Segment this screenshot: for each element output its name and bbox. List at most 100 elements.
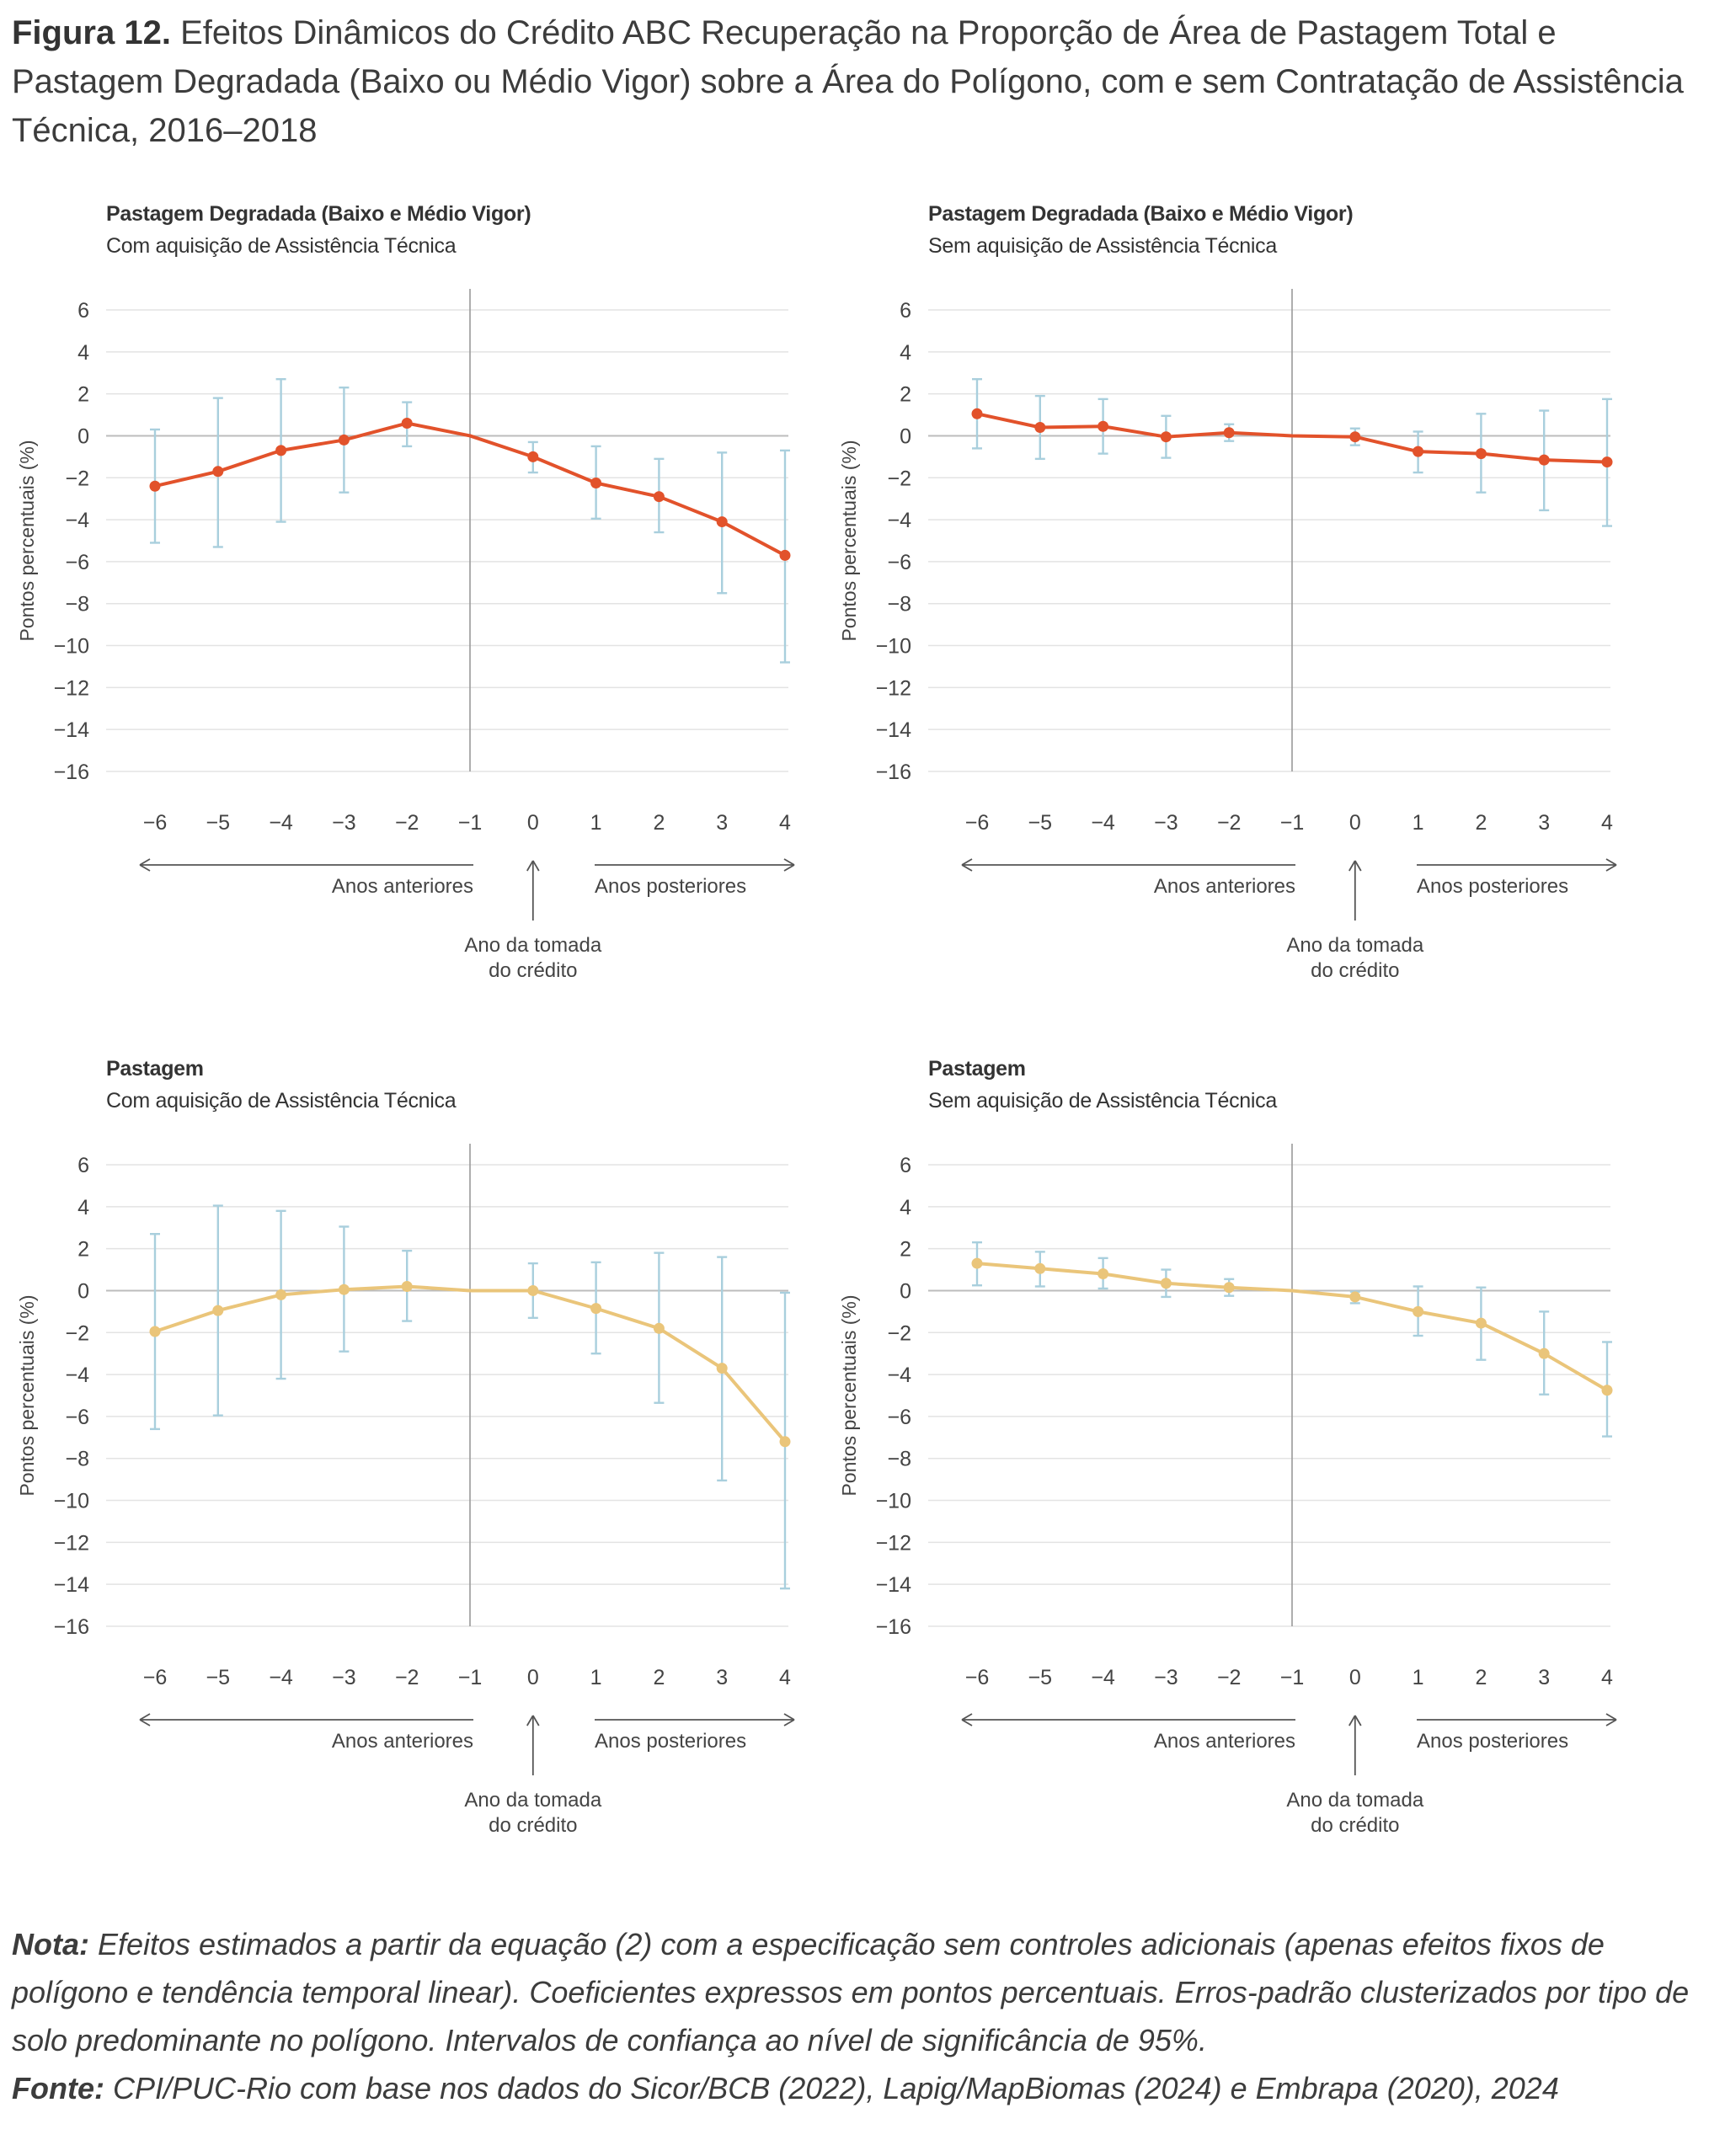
x-tick-label: −3 [1154, 811, 1178, 835]
chart-panel-degradada-sem: Pastagem Degradada (Baixo e Médio Vigor)… [822, 0, 1656, 982]
data-point [779, 549, 791, 561]
before-arrow-head [139, 858, 151, 872]
y-tick-label: 4 [900, 341, 911, 365]
y-tick-label: −10 [876, 1490, 911, 1513]
y-tick-label: −14 [54, 718, 90, 742]
x-tick-label: −4 [269, 1666, 293, 1689]
y-tick-label: −16 [54, 760, 89, 784]
x-tick-label: 4 [1601, 1666, 1613, 1689]
after-arrow-head [783, 1713, 795, 1726]
data-point [1475, 1317, 1487, 1329]
y-tick-label: −10 [54, 635, 89, 659]
y-tick-label: −16 [876, 760, 911, 784]
event-arrow-head [1349, 860, 1362, 872]
y-tick-label: 6 [900, 299, 911, 323]
x-tick-label: −1 [458, 811, 483, 835]
y-tick-label: −2 [65, 467, 89, 490]
x-tick-label: −4 [1091, 1666, 1115, 1689]
x-tick-label: −2 [395, 811, 419, 835]
after-arrow-head [1605, 1713, 1617, 1726]
data-point [1413, 1305, 1424, 1317]
y-tick-label: −8 [65, 593, 89, 616]
data-point [1097, 1268, 1109, 1280]
chart-subtitle: Com aquisição de Assistência Técnica [106, 234, 457, 258]
y-tick-label: 4 [77, 1196, 89, 1219]
y-tick-label: 6 [900, 1154, 911, 1177]
before-label: Anos anteriores [1154, 1730, 1295, 1753]
x-tick-label: −5 [1028, 1666, 1053, 1689]
x-tick-label: −4 [269, 811, 293, 835]
x-tick-label: 3 [716, 811, 728, 835]
after-arrow-head [783, 858, 795, 872]
note-label: Nota: [12, 1927, 89, 1961]
series-line [154, 421, 786, 558]
y-axis-label: Pontos percentuais (%) [838, 1294, 860, 1496]
event-label-line1: Ano da tomada [1286, 1789, 1423, 1812]
y-tick-label: 6 [77, 1154, 89, 1177]
x-tick-label: 0 [527, 1666, 539, 1689]
data-point [971, 1257, 983, 1269]
y-tick-label: 4 [77, 341, 89, 365]
data-point [653, 491, 665, 503]
data-point [401, 1280, 413, 1292]
y-tick-label: −6 [887, 1406, 911, 1429]
y-tick-label: −2 [887, 1321, 911, 1345]
x-tick-label: 0 [527, 811, 539, 835]
before-label: Anos anteriores [332, 1730, 473, 1753]
y-tick-label: −6 [65, 551, 89, 574]
data-point [716, 1363, 728, 1374]
data-point [149, 1326, 161, 1337]
x-tick-label: 0 [1349, 811, 1361, 835]
data-point [1223, 1282, 1235, 1294]
y-tick-label: −10 [876, 635, 911, 659]
y-tick-label: −4 [65, 509, 89, 532]
x-tick-label: −2 [1217, 811, 1242, 835]
figure-label: Figura 12. [12, 14, 171, 51]
chart-panel-pastagem-sem: Pastagem Sem aquisição de Assistência Té… [822, 855, 1656, 1837]
data-point [275, 445, 287, 456]
y-tick-label: 4 [900, 1196, 911, 1219]
data-point [1538, 454, 1550, 466]
x-tick-label: 1 [1413, 1666, 1424, 1689]
x-tick-label: −5 [206, 811, 231, 835]
x-tick-label: −1 [1280, 1666, 1305, 1689]
x-tick-label: 1 [590, 811, 602, 835]
data-point [779, 1436, 791, 1448]
source-label: Fonte: [12, 2071, 104, 2105]
data-point [1601, 1385, 1613, 1396]
event-arrow-head [1349, 1715, 1362, 1726]
data-point [212, 1305, 224, 1316]
x-tick-label: 3 [716, 1666, 728, 1689]
y-tick-label: −16 [876, 1615, 911, 1639]
y-tick-label: −16 [54, 1615, 89, 1639]
x-tick-label: −1 [458, 1666, 483, 1689]
y-tick-label: −8 [887, 1448, 911, 1471]
data-point [149, 480, 161, 492]
x-tick-label: −5 [1028, 811, 1053, 835]
data-point [590, 478, 602, 488]
before-arrow-head [139, 1713, 151, 1726]
x-tick-label: 3 [1538, 811, 1550, 835]
y-tick-label: 2 [77, 383, 89, 407]
x-tick-label: −1 [1280, 811, 1305, 835]
x-tick-label: −6 [143, 811, 168, 835]
x-tick-label: −6 [965, 811, 990, 835]
event-label-line1: Ano da tomada [464, 1789, 601, 1812]
y-tick-label: −14 [54, 1573, 90, 1597]
y-tick-label: −12 [54, 676, 89, 700]
chart-title: Pastagem [928, 1057, 1026, 1081]
x-tick-label: −3 [332, 1666, 356, 1689]
after-label: Anos posteriores [1417, 875, 1568, 898]
y-tick-label: −12 [876, 676, 911, 700]
y-tick-label: −14 [876, 718, 912, 742]
event-label-line2: do crédito [1311, 1814, 1399, 1837]
source-paragraph: Fonte: CPI/PUC-Rio com base nos dados do… [12, 2064, 1696, 2112]
data-point [338, 1283, 350, 1295]
data-point [971, 408, 983, 419]
figure-notes: Nota: Efeitos estimados a partir da equa… [12, 1920, 1696, 2112]
y-tick-label: 2 [77, 1238, 89, 1262]
event-arrow-head [526, 1715, 540, 1726]
data-point [1349, 1291, 1361, 1303]
y-tick-label: 2 [900, 1238, 911, 1262]
